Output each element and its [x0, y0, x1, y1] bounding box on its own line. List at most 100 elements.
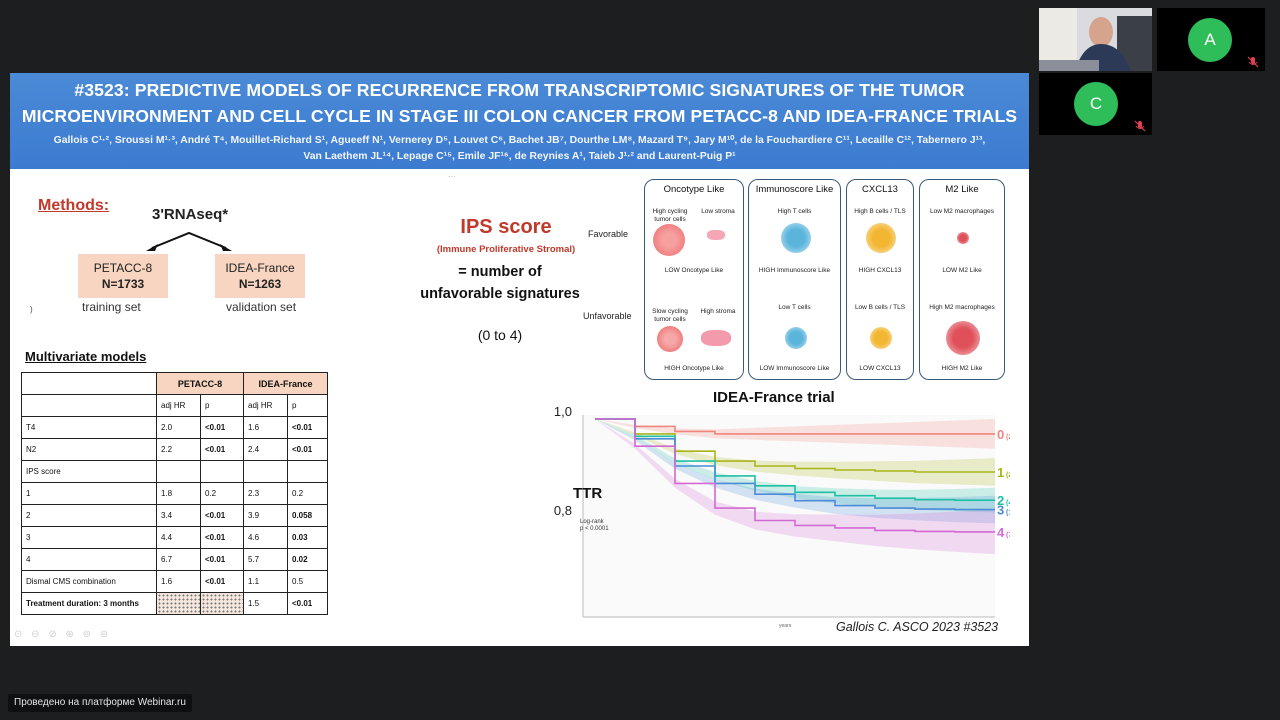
row-label: Dismal CMS combination — [21, 570, 157, 593]
cohort-n: N=1733 — [101, 277, 145, 291]
table-cell: 1.6 — [156, 570, 201, 593]
tumor-cells-icon — [653, 224, 685, 256]
cohort-box-petacc: PETACC-8 N=1733 — [78, 254, 168, 298]
cohort-name: PETACC-8 — [93, 261, 153, 275]
cell-population-icon — [784, 327, 807, 349]
series-label: 1 — [997, 465, 1004, 480]
participant-video-tile[interactable] — [1039, 8, 1152, 71]
cell-population-icon — [780, 223, 811, 253]
cell-population-icon — [946, 321, 980, 355]
ips-definition: = number of unfavorable signatures — [420, 264, 580, 302]
signature-title: CXCL13 — [862, 184, 898, 195]
series-label: 2 — [997, 493, 1004, 508]
mic-off-icon — [1134, 120, 1146, 132]
slide-header: #3523: PREDICTIVE MODELS OF RECURRENCE F… — [10, 73, 1029, 169]
table-row: 4 6.7 <0.01 5.7 0.02 — [21, 548, 328, 571]
signature-feature: Low B cells / TLS — [854, 304, 906, 311]
ci-band-4 — [595, 419, 995, 555]
signature-caption: LOW M2 Like — [942, 267, 982, 274]
methods-heading: Methods: — [38, 197, 110, 214]
signature-caption: LOW Oncotype Like — [664, 267, 724, 274]
signature-column: M2 Like Low M2 macrophages High M2 macroph… — [919, 179, 1005, 380]
ci-band-3 — [595, 419, 995, 524]
cell-population-icon — [866, 223, 896, 253]
table-cell: <0.01 — [200, 548, 244, 571]
signature-feature: Slow cycling tumor cells — [652, 308, 688, 323]
table-cell — [156, 592, 201, 615]
km-title: IDEA-France trial — [713, 389, 835, 406]
slide-title: #3523: PREDICTIVE MODELS OF RECURRENCE F… — [16, 77, 1023, 129]
series-label: 0 — [997, 427, 1004, 442]
signature-feature: High T cells — [777, 208, 812, 215]
plot-area — [583, 415, 995, 617]
table-cell: 1.1 — [243, 570, 288, 593]
signature-feature: Low T cells — [778, 304, 811, 311]
table-cell: <0.01 — [200, 570, 244, 593]
signature-column: CXCL13 High B cells / TLS Low B cells / TL… — [846, 179, 914, 380]
ci-band-1 — [595, 419, 995, 486]
signature-feature: High stroma — [700, 308, 736, 315]
signature-column: Oncotype Like High cycling tumor cells Low… — [644, 179, 744, 380]
table-row: 3 4.4 <0.01 4.6 0.03 — [21, 526, 328, 549]
table-cell: 0.5 — [287, 570, 328, 593]
table-cell: 6.7 — [156, 548, 201, 571]
small-mark: ) — [30, 305, 33, 314]
table-cell: 2.0 — [156, 416, 201, 439]
row-label: T4 — [21, 416, 157, 439]
km-chart: 1,0 0,8 0(2.4%) 1(23.7%) 2(49.2%)3(16.8%) 4(7… — [554, 407, 1010, 629]
row-label: 1 — [21, 482, 157, 505]
table-cell: 1.8 — [156, 482, 201, 505]
participant-tile-a[interactable]: A — [1157, 8, 1265, 71]
signature-title: Immunoscore Like — [755, 184, 834, 195]
signature-caption: HIGH M2 Like — [941, 365, 983, 372]
mic-off-icon — [1247, 56, 1259, 68]
authors-line1: Gallois C¹·², Sroussi M¹·³, André T⁴, Mo… — [53, 135, 986, 146]
table-cell: 0.2 — [287, 482, 328, 505]
row-label: 3 — [21, 526, 157, 549]
table-cell — [200, 592, 244, 615]
participant-tile-c[interactable]: C — [1039, 73, 1152, 135]
table-cell: <0.01 — [200, 438, 244, 461]
faded-text: ... — [448, 169, 456, 179]
authors-line2: Van Laethem JL¹⁴, Lepage C¹⁵, Emile JF¹⁶… — [303, 151, 736, 162]
table-cell: 2.4 — [243, 438, 288, 461]
favorable-row-label: Favorable — [588, 229, 629, 239]
participant-video — [1039, 8, 1152, 71]
slide-toolbar[interactable]: ⊙ ⊖ ⊘ ⊛ ⊚ ⊜ — [14, 629, 112, 640]
participant-avatar: C — [1074, 82, 1118, 126]
table-cell — [287, 460, 328, 483]
series-label: 3 — [997, 503, 1004, 518]
citation: Gallois C. ASCO 2023 #3523 — [836, 620, 999, 634]
cell-population-icon — [870, 327, 892, 349]
cell-population-icon — [957, 232, 969, 244]
assay-label: 3'RNAseq* — [152, 206, 229, 223]
y-tick-label: 1,0 — [554, 407, 572, 419]
km-series-4 — [595, 418, 995, 533]
signature-caption: LOW Immunoscore Like — [759, 365, 830, 372]
table-cell: 1.6 — [243, 416, 288, 439]
table-cell: 2.3 — [243, 482, 288, 505]
signature-feature: High B cells / TLS — [854, 208, 906, 215]
platform-badge[interactable]: Проведено на платформе Webinar.ru — [8, 694, 192, 712]
table-cell: <0.01 — [287, 438, 328, 461]
table-row: 1 1.8 0.2 2.3 0.2 — [21, 482, 328, 505]
table-body: T4 2.0 <0.01 1.6 <0.01 N2 2.2 <0.01 2.4 <0.01 IPS … — [21, 416, 328, 615]
signature-caption: LOW CXCL13 — [859, 365, 901, 372]
signature-caption: HIGH Immunoscore Like — [758, 267, 831, 274]
row-label: N2 — [21, 438, 157, 461]
table-cell — [156, 460, 201, 483]
table-cell: 1.5 — [243, 592, 288, 615]
slide-title-line2: MICROENVIRONMENT AND CELL CYCLE IN STAGE… — [21, 106, 1018, 126]
logrank-p: p < 0.0001 — [580, 526, 609, 532]
table-cell: <0.01 — [200, 416, 244, 439]
signature-title: Oncotype Like — [663, 184, 725, 195]
stroma-icon — [707, 230, 725, 240]
split-arrows-icon — [146, 231, 232, 251]
table-cell: <0.01 — [200, 504, 244, 527]
table-cell: <0.01 — [200, 526, 244, 549]
table-cell: 4.6 — [243, 526, 288, 549]
subheader-cell: adj HR — [243, 394, 288, 417]
tumor-cells-icon — [657, 326, 683, 352]
table-cell: 0.03 — [287, 526, 328, 549]
